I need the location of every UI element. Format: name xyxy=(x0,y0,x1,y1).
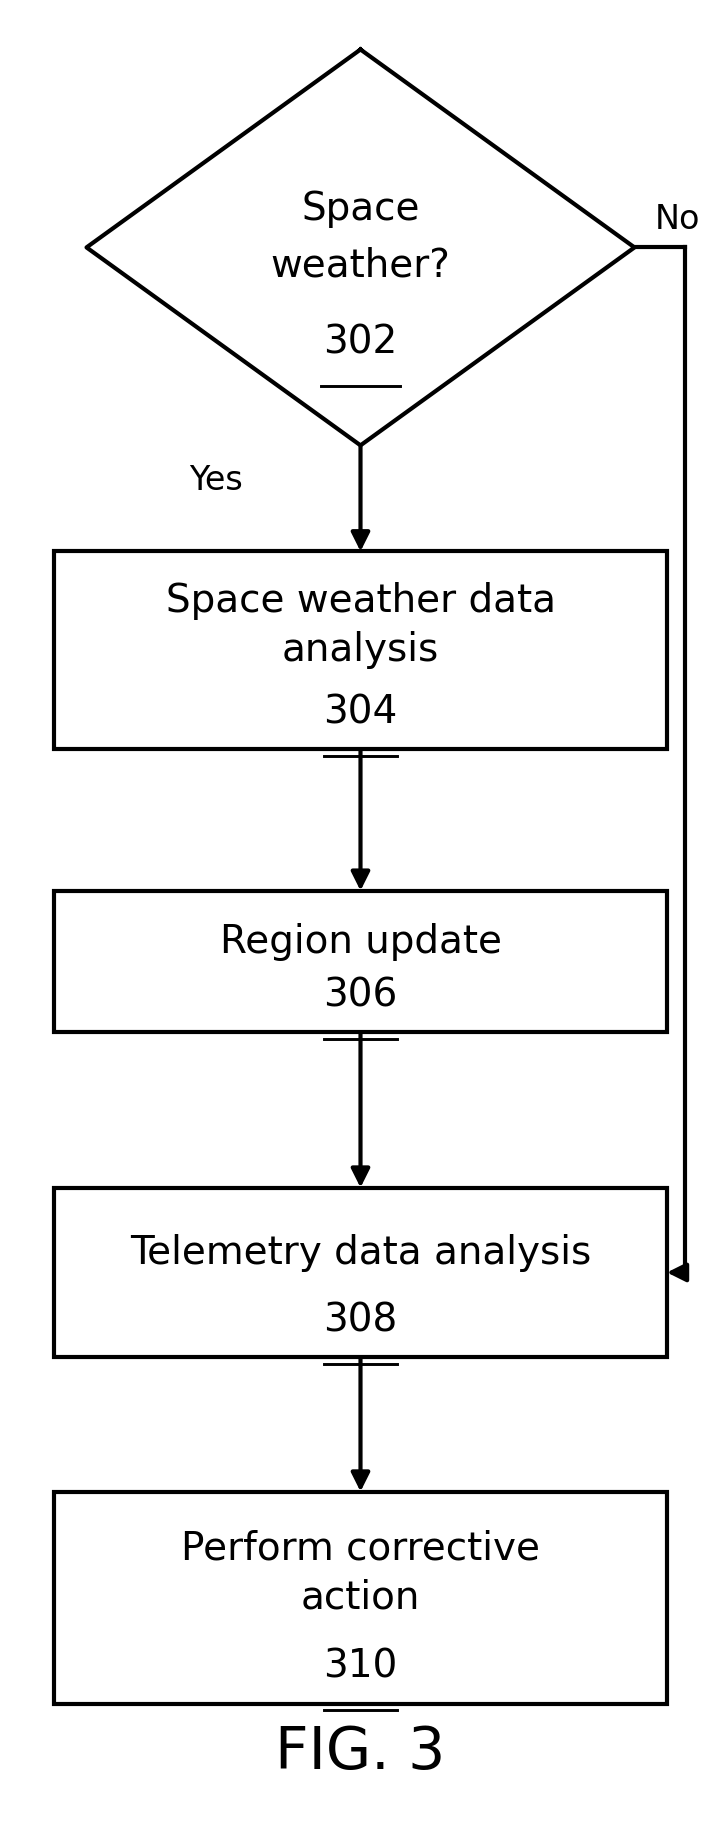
Bar xyxy=(54,1187,667,1356)
Text: Space weather data
analysis: Space weather data analysis xyxy=(166,583,555,669)
Text: Telemetry data analysis: Telemetry data analysis xyxy=(130,1233,591,1272)
Text: 308: 308 xyxy=(324,1301,397,1340)
Bar xyxy=(54,551,667,750)
Text: Space: Space xyxy=(301,189,420,228)
Text: 306: 306 xyxy=(323,976,398,1015)
Text: No: No xyxy=(655,202,701,235)
Text: Region update: Region update xyxy=(219,923,502,961)
Text: weather?: weather? xyxy=(270,246,451,285)
Text: Perform corrective
action: Perform corrective action xyxy=(181,1529,540,1616)
Bar xyxy=(54,891,667,1033)
Bar xyxy=(54,1492,667,1704)
Text: 302: 302 xyxy=(324,323,397,362)
Text: 310: 310 xyxy=(323,1649,398,1685)
Text: 304: 304 xyxy=(324,693,397,732)
Text: FIG. 3: FIG. 3 xyxy=(275,1724,446,1781)
Text: Yes: Yes xyxy=(190,465,243,498)
